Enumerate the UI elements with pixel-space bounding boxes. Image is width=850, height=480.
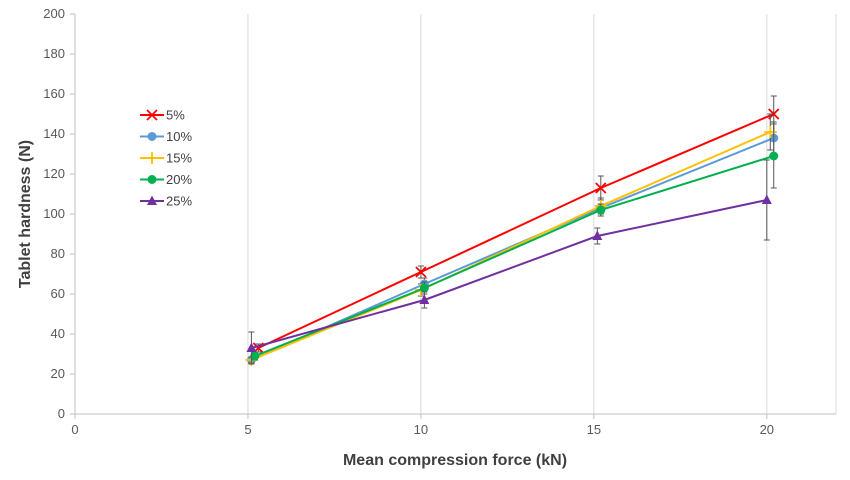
series-layer (245, 95, 780, 366)
y-tick-label: 20 (51, 366, 65, 381)
data-point (246, 342, 257, 352)
x-tick-label: 0 (71, 422, 78, 437)
y-tick-label: 40 (51, 326, 65, 341)
series-4 (250, 123, 779, 361)
legend: 5% 10% 15% 20% 25% (140, 108, 192, 209)
data-point (769, 151, 779, 161)
y-tick-label: 60 (51, 286, 65, 301)
x-tick-label: 10 (414, 422, 428, 437)
legend-label: 10% (166, 129, 192, 144)
legend-label: 15% (166, 151, 192, 166)
axes: 0 20 40 60 80 100 120 140 160 180 200 0 5 10 15 20 (43, 6, 836, 437)
legend-item-1: 5% (140, 108, 185, 123)
marker-stroke (146, 109, 158, 121)
series-5 (246, 159, 772, 365)
y-tick-label: 140 (43, 126, 65, 141)
legend-label: 20% (166, 172, 192, 187)
series-1 (252, 95, 780, 354)
x-tick-label: 15 (587, 422, 601, 437)
x-tick-label: 20 (760, 422, 774, 437)
x-axis-title: Mean compression force (kN) (343, 452, 567, 469)
y-tick-label: 160 (43, 86, 65, 101)
y-tick-label: 200 (43, 6, 65, 21)
data-point (592, 230, 603, 240)
data-point (761, 194, 772, 204)
grid (247, 14, 837, 414)
y-axis-title: Tablet hardness (N) (17, 140, 34, 288)
data-point (419, 283, 429, 293)
marker-stroke (415, 266, 427, 278)
y-tick-label: 0 (58, 406, 65, 421)
data-point (419, 294, 430, 304)
data-point (764, 126, 777, 138)
y-tick-label: 180 (43, 46, 65, 61)
series-line (251, 199, 768, 349)
legend-label: 5% (166, 108, 185, 123)
legend-marker (147, 132, 157, 141)
legend-marker (147, 175, 157, 184)
data-point (415, 266, 427, 278)
y-tick-label: 80 (51, 246, 65, 261)
legend-item-3: 15% (140, 151, 192, 166)
data-point (596, 205, 606, 215)
legend-item-4: 20% (140, 172, 192, 187)
legend-item-2: 10% (140, 129, 192, 144)
series-line (254, 155, 775, 357)
marker-stroke (595, 182, 607, 194)
x-tick-label: 5 (244, 422, 251, 437)
legend-marker (147, 195, 157, 205)
legend-marker (146, 109, 158, 121)
y-tick-label: 120 (43, 166, 65, 181)
series-line (257, 113, 775, 349)
data-point (595, 182, 607, 194)
data-point (250, 351, 260, 361)
legend-marker (146, 152, 158, 164)
legend-label: 25% (166, 194, 192, 209)
legend-item-5: 25% (140, 194, 192, 209)
y-tick-label: 100 (43, 206, 65, 221)
